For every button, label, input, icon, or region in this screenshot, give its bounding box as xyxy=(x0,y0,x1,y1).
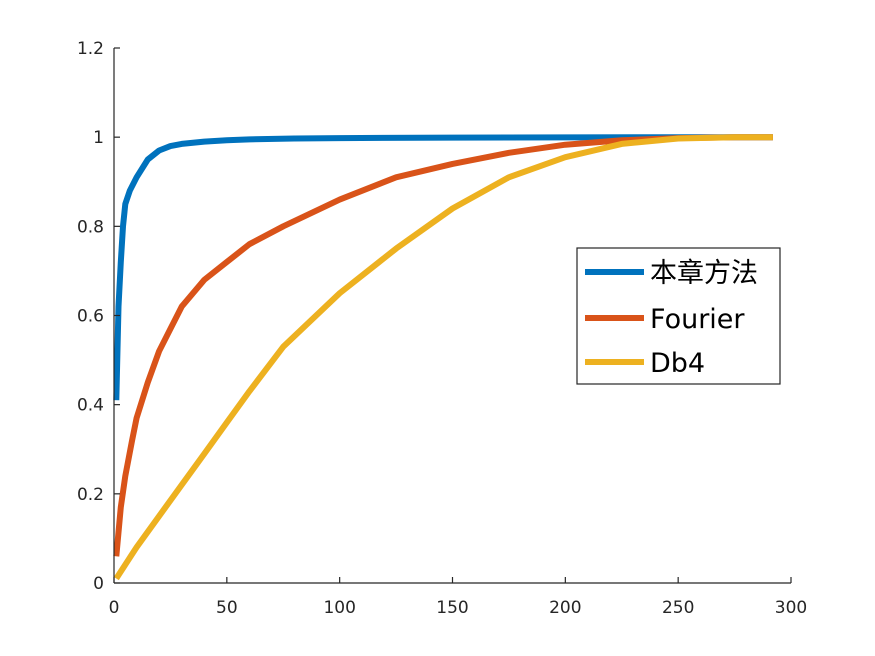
x-tick-label: 250 xyxy=(662,598,694,618)
series-line-2 xyxy=(113,134,773,581)
x-tick-label: 300 xyxy=(775,598,807,618)
legend-label-1: Fourier xyxy=(650,304,745,335)
legend: 本章方法 Fourier Db4 xyxy=(576,247,781,385)
legend-label-2: Db4 xyxy=(650,348,705,379)
x-tick-label: 50 xyxy=(216,598,238,618)
x-tick-label: 200 xyxy=(549,598,581,618)
x-tick-label: 100 xyxy=(323,598,355,618)
x-tick-label: 0 xyxy=(109,598,120,618)
series-line-1 xyxy=(113,134,773,557)
y-tick-label: 0.8 xyxy=(77,217,104,237)
y-tick-label: 1.2 xyxy=(77,39,104,59)
y-tick-label: 0.4 xyxy=(77,396,104,416)
ticks: 0 50 100 150 200 250 300 0 0.2 0.4 0.6 0.8 1 1.2 xyxy=(77,39,807,618)
y-tick-label: 0.2 xyxy=(77,485,104,505)
y-tick-label: 0.6 xyxy=(77,307,104,327)
y-tick-label: 0 xyxy=(93,574,104,594)
legend-label-0: 本章方法 xyxy=(650,258,758,289)
x-tick-label: 150 xyxy=(436,598,468,618)
y-tick-label: 1 xyxy=(93,128,104,148)
series-layer xyxy=(113,134,773,581)
series-line-0 xyxy=(113,134,773,401)
